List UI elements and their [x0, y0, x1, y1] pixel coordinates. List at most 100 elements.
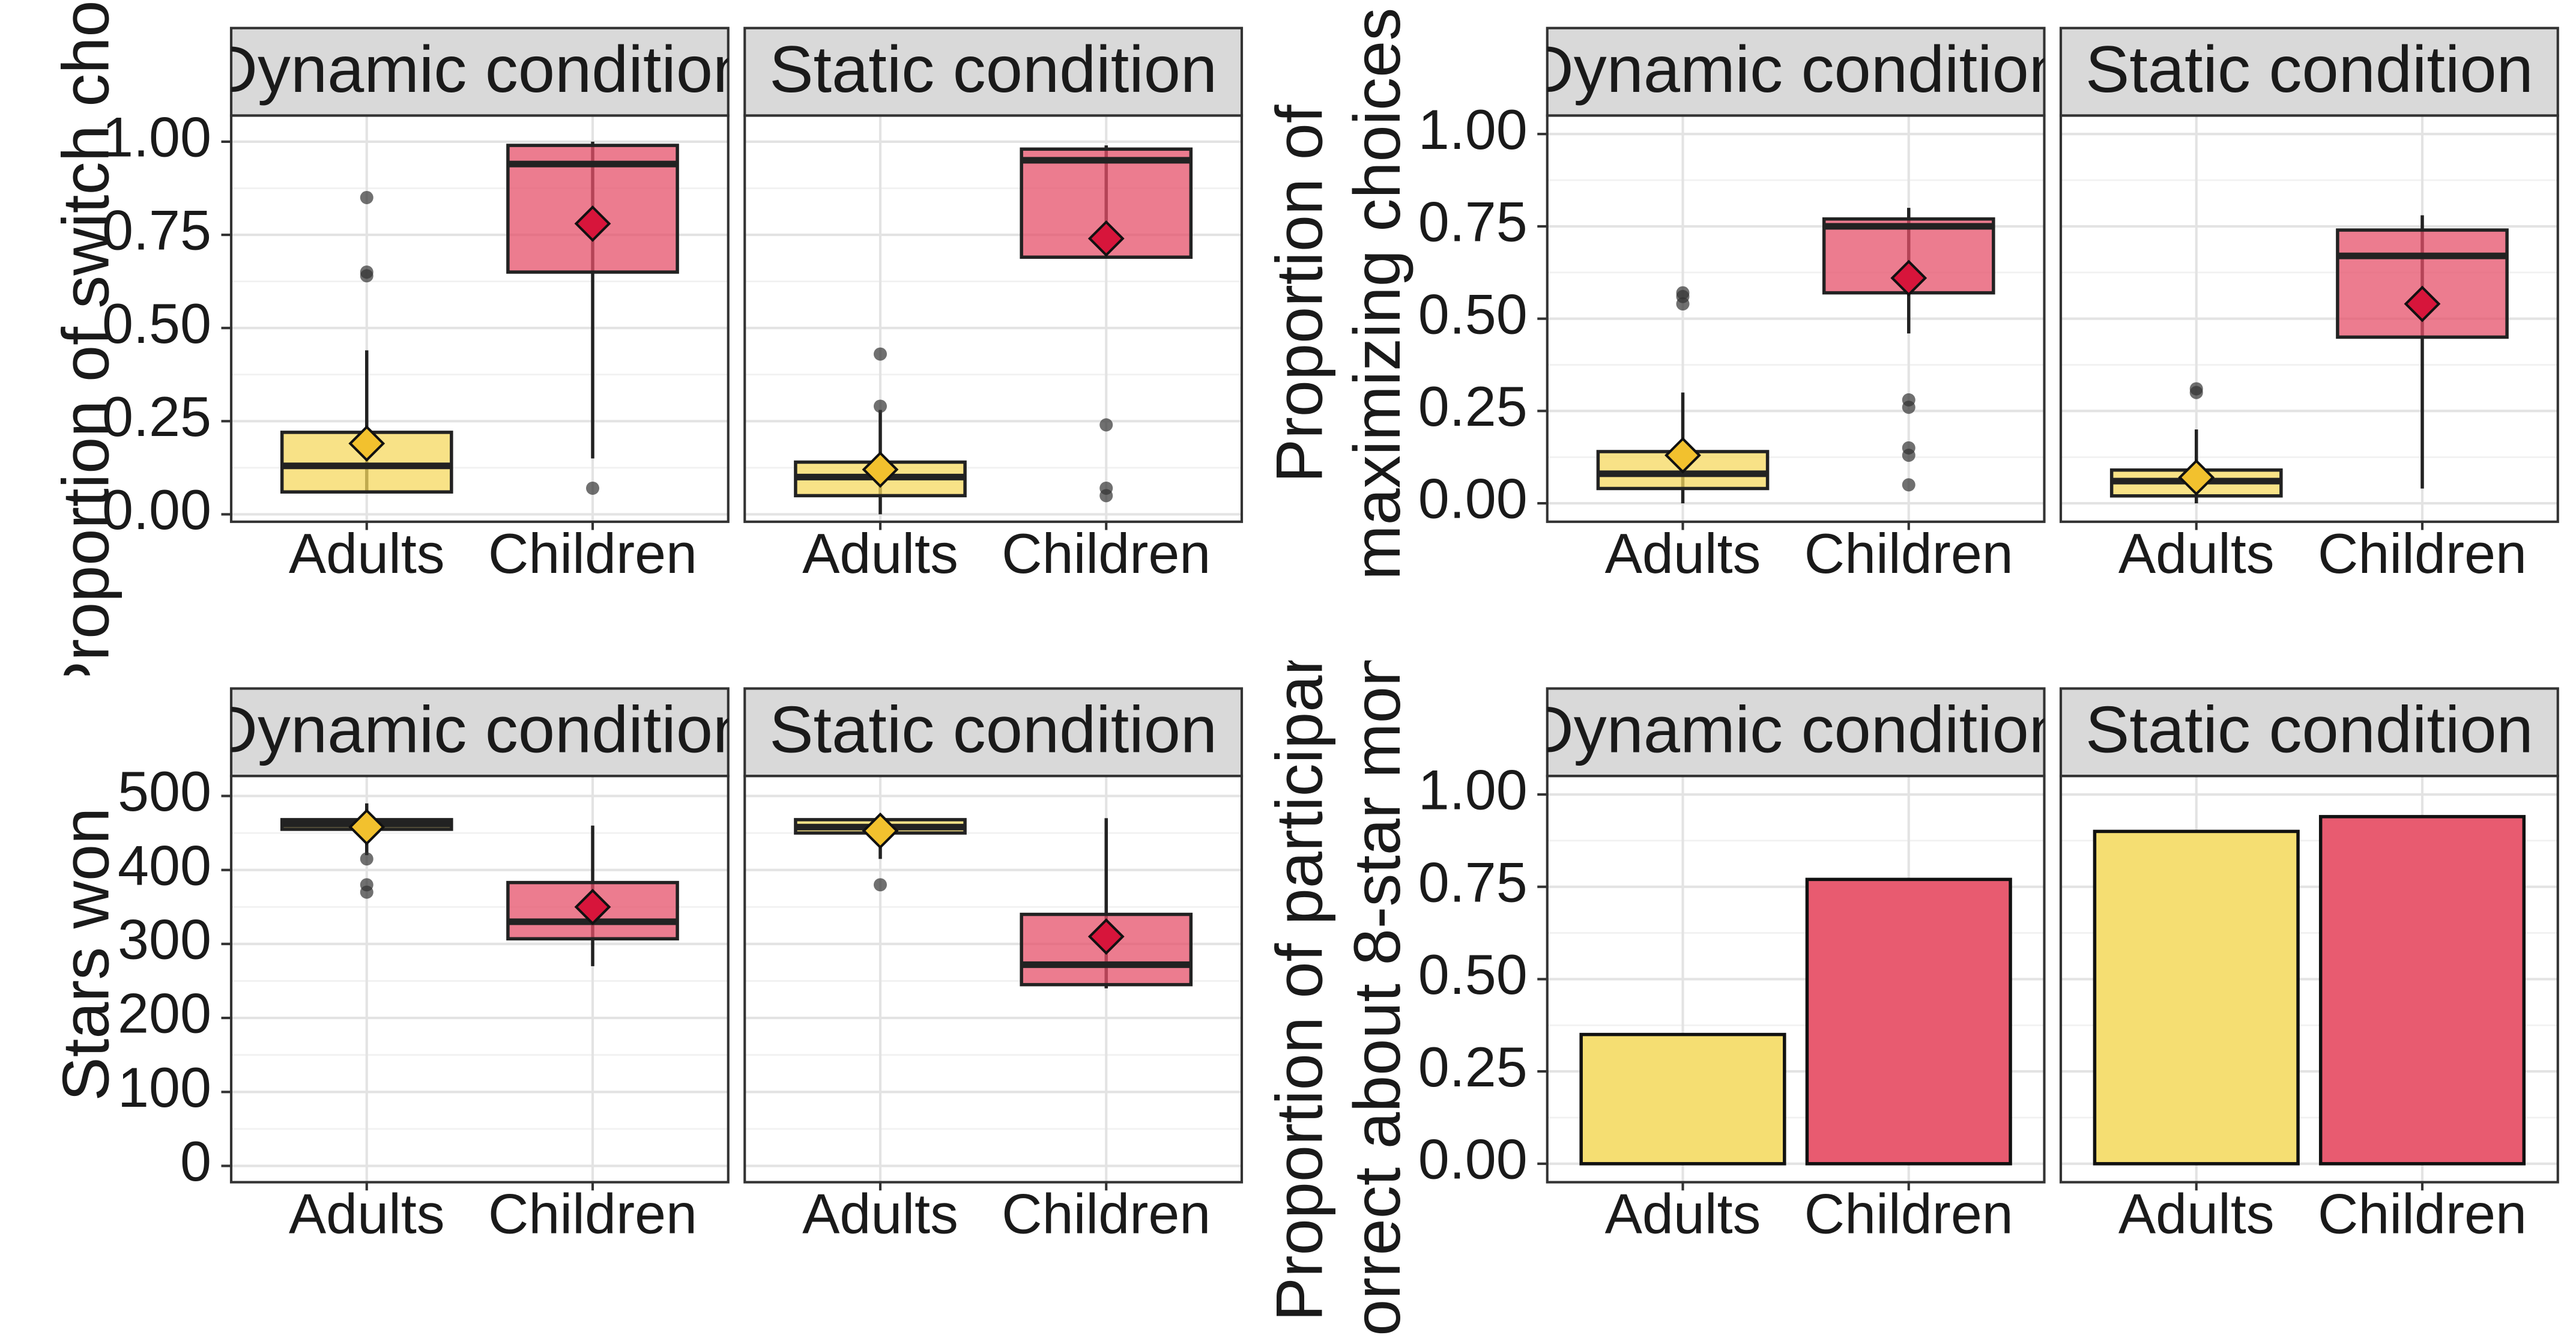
y-tick-label: 0.25 — [1418, 375, 1528, 438]
outlier — [360, 852, 373, 866]
plot-border — [229, 114, 730, 523]
mean-marker — [574, 888, 611, 925]
y-tick-label: 0.25 — [102, 385, 211, 448]
y-tick-label: 0.50 — [1418, 282, 1528, 345]
y-tick-label: 1.00 — [1418, 98, 1528, 161]
mean-marker — [2404, 285, 2441, 322]
strip-label: Static condition — [769, 693, 1217, 767]
strip-label: Static condition — [2085, 693, 2533, 767]
mean-marker — [1087, 220, 1125, 257]
strip-label: Dynamic condition — [1526, 693, 2066, 767]
x-tick-label: Children — [1002, 1182, 1211, 1246]
x-tick-label: Children — [1002, 522, 1211, 585]
outlier — [360, 190, 373, 204]
x-tick-label: Children — [488, 1182, 697, 1246]
y-tick-label: 0.00 — [1418, 467, 1528, 530]
plot-border — [1546, 114, 2046, 523]
mean-marker — [1890, 259, 1927, 297]
outlier — [1099, 489, 1113, 503]
y-axis-title: Proportion of participants — [1263, 587, 1337, 1321]
mean-marker — [1664, 437, 1701, 474]
mean-marker — [348, 425, 385, 462]
y-tick-label: 1.00 — [102, 106, 211, 169]
x-tick-label: Adults — [289, 522, 445, 585]
y-axis-title: correct about 8-star monster — [1340, 540, 1414, 1344]
x-tick-label: Adults — [1605, 522, 1761, 585]
y-axis-title: maximizing choices — [1340, 8, 1414, 580]
panel: Proportion of participants correct about … — [1263, 540, 2559, 1344]
x-tick-label: Adults — [802, 522, 958, 585]
x-tick-label: Children — [2318, 1182, 2527, 1246]
y-tick-label: 0.00 — [102, 478, 211, 541]
y-tick-label: 0 — [180, 1130, 211, 1193]
y-tick-label: 300 — [118, 908, 211, 971]
y-axis-title: Proportion of — [1263, 104, 1337, 483]
mean-marker — [574, 205, 611, 242]
y-tick-label: 0.00 — [1418, 1128, 1528, 1191]
strip-label: Dynamic condition — [210, 32, 750, 106]
y-tick-label: 0.25 — [1418, 1035, 1528, 1098]
y-tick-label: 0.50 — [1418, 943, 1528, 1006]
strip-label: Dynamic condition — [1526, 32, 2066, 106]
outlier — [1902, 478, 1915, 492]
bar — [2318, 815, 2526, 1166]
y-tick-label: 1.00 — [1418, 758, 1528, 822]
outlier — [1902, 401, 1915, 414]
y-tick-label: 500 — [118, 760, 211, 823]
strip-label: Static condition — [2085, 32, 2533, 106]
bar — [2093, 829, 2300, 1166]
outlier — [1902, 449, 1915, 462]
y-tick-label: 100 — [118, 1056, 211, 1119]
mean-marker — [862, 451, 899, 488]
bar — [1579, 1032, 1786, 1166]
y-tick-label: 200 — [118, 982, 211, 1045]
mean-marker — [1087, 918, 1125, 955]
panel: Proportion of maximizing choices 0.00 0.25 0… — [1263, 8, 2559, 585]
outlier — [360, 878, 373, 892]
x-tick-label: Adults — [1605, 1182, 1761, 1246]
strip — [229, 26, 730, 117]
y-tick-label: 0.75 — [1418, 850, 1528, 913]
x-tick-label: Children — [2318, 522, 2527, 585]
outlier — [2189, 382, 2203, 396]
x-tick-label: Adults — [802, 1182, 958, 1246]
mean-marker — [862, 812, 899, 849]
strip-label: Static condition — [769, 32, 1217, 106]
plot-border — [743, 114, 1244, 523]
bar — [1805, 877, 2012, 1166]
mean-marker — [2178, 459, 2215, 496]
outlier — [586, 481, 599, 495]
strip-label: Dynamic condition — [210, 693, 750, 767]
plot-border — [1546, 775, 2046, 1184]
plot-background — [231, 776, 728, 1182]
outlier — [873, 347, 887, 361]
y-tick-label: 0.75 — [1418, 190, 1528, 253]
x-tick-label: Children — [488, 522, 697, 585]
y-axis-title: Stars won — [49, 808, 122, 1101]
outlier — [1099, 418, 1113, 432]
y-tick-label: 400 — [118, 834, 211, 897]
box — [1822, 217, 1995, 295]
y-tick-label: 0.75 — [102, 199, 211, 262]
plot-border — [229, 775, 730, 1184]
y-axis-title: Proportion of switch choices — [49, 0, 122, 705]
x-tick-label: Children — [1804, 1182, 2013, 1246]
outlier — [360, 265, 373, 279]
x-tick-label: Adults — [2118, 522, 2275, 585]
strip — [1546, 26, 2046, 117]
x-tick-label: Adults — [2118, 1182, 2275, 1246]
plot-border — [743, 775, 1244, 1184]
strip — [743, 26, 1244, 117]
outlier — [873, 878, 887, 892]
plot-border — [2059, 775, 2559, 1184]
strip — [1546, 687, 2046, 778]
outlier — [1676, 286, 1690, 300]
x-tick-label: Children — [1804, 522, 2013, 585]
y-tick-label: 0.50 — [102, 292, 211, 355]
outlier — [873, 399, 887, 413]
strip — [229, 687, 730, 778]
